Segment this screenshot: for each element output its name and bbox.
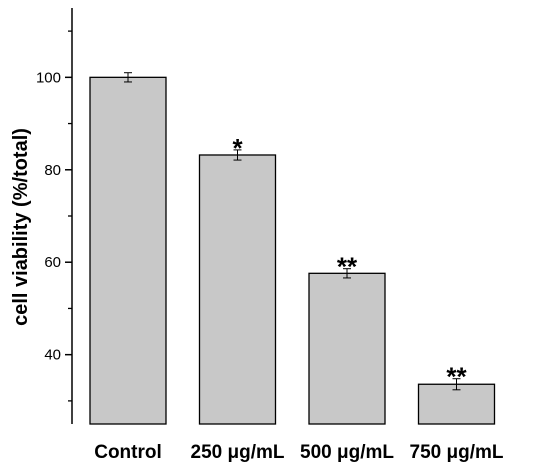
plot-area: Control * 250 μg/mL ** 500 μg/mL ** 750 μg/mL 4… bbox=[36, 8, 504, 463]
bar bbox=[89, 76, 167, 425]
y-tick-label: 100 bbox=[36, 69, 61, 86]
y-axis-title: cell viability (%/total) bbox=[10, 128, 32, 326]
bar bbox=[198, 154, 277, 425]
x-tick-label: 500 μg/mL bbox=[300, 442, 394, 463]
x-tick-label: 250 μg/mL bbox=[191, 442, 285, 463]
y-tick-label: 80 bbox=[44, 162, 61, 179]
x-tick-label: Control bbox=[94, 442, 162, 463]
significance-label: * bbox=[232, 133, 243, 163]
bar bbox=[308, 272, 386, 425]
y-tick-label: 40 bbox=[44, 347, 61, 364]
y-tick-label: 60 bbox=[44, 254, 61, 271]
significance-label: ** bbox=[337, 252, 358, 282]
x-tick-label: 750 μg/mL bbox=[410, 442, 504, 463]
significance-label: ** bbox=[446, 362, 467, 392]
